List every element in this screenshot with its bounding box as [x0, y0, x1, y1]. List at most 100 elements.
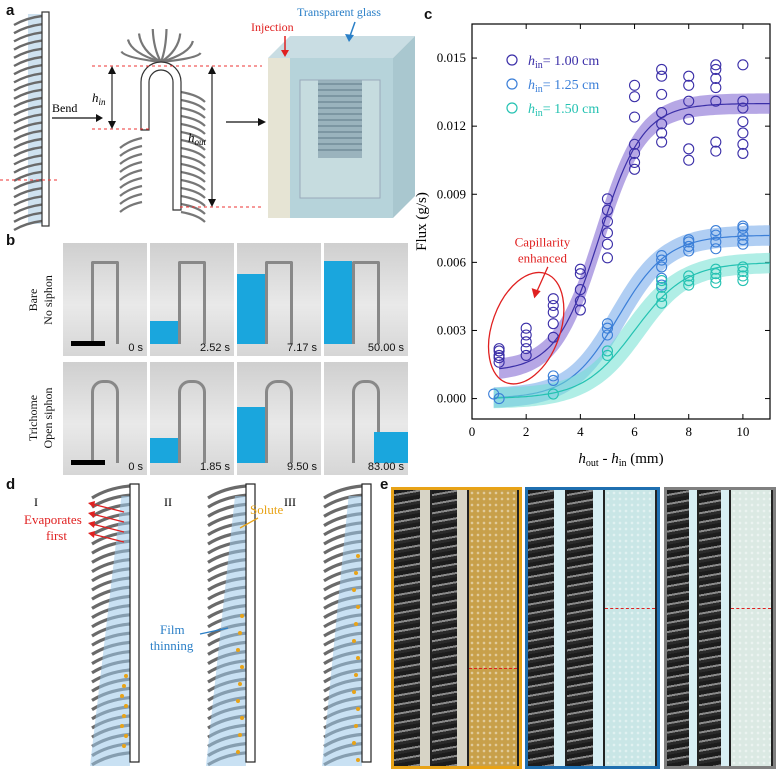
- data-point: [574, 263, 586, 275]
- data-point: [710, 229, 722, 241]
- photo-row1-frame1: 0 s: [63, 243, 147, 356]
- data-point: [737, 127, 749, 139]
- data-point: [656, 254, 668, 266]
- legend-marker-1: [506, 54, 518, 66]
- fit-line-3: [493, 262, 771, 399]
- data-point: [683, 240, 695, 253]
- data-point: [683, 270, 695, 282]
- evaporates-label-line2: first: [46, 528, 67, 543]
- evaporation-arrow-head-icon: [88, 531, 95, 538]
- solute-dot: [124, 704, 128, 708]
- data-point: [520, 322, 532, 334]
- data-point: [547, 299, 559, 312]
- solute-dot: [352, 588, 356, 592]
- data-point: [710, 236, 722, 248]
- time-label: 7.17 s: [287, 342, 317, 354]
- legend-label-1: hin= 1.00 cm: [528, 54, 599, 71]
- data-point: [737, 265, 749, 277]
- data-point: [683, 79, 695, 91]
- data-point: [683, 154, 695, 166]
- data-point: [547, 374, 559, 386]
- inner-hair: [119, 192, 143, 205]
- data-point: [601, 215, 614, 228]
- solute-dot: [122, 684, 126, 688]
- data-point: [493, 393, 505, 405]
- data-point: [656, 297, 668, 309]
- inner-hair: [119, 200, 143, 213]
- data-point: [547, 370, 559, 382]
- y-tick-label: 0.003: [437, 322, 466, 337]
- data-point: [656, 88, 668, 100]
- glass-slide: [361, 483, 372, 763]
- arrow-head-icon: [96, 114, 103, 122]
- outer-hair: [180, 114, 206, 127]
- data-point: [737, 238, 749, 250]
- time-label: 2.52 s: [200, 342, 230, 354]
- data-point: [628, 147, 641, 159]
- data-point: [656, 290, 668, 302]
- y-axis-label: Flux (g/s): [414, 192, 430, 251]
- trichome-hair: [13, 80, 43, 92]
- solute-dot: [352, 639, 356, 643]
- injection-label: Injection: [251, 20, 294, 34]
- water-fill: [237, 274, 265, 344]
- trichome-hair: [323, 493, 363, 509]
- plot-frame: [471, 23, 771, 420]
- data-point: [737, 270, 749, 282]
- data-point: [737, 261, 749, 273]
- glass-slide: [41, 11, 50, 227]
- glass-slide: [245, 483, 256, 763]
- trichome-hair: [13, 170, 43, 182]
- injection-layer: [268, 58, 290, 218]
- data-point: [601, 322, 614, 334]
- solute-dot: [352, 690, 356, 694]
- trichome-hair: [13, 129, 43, 141]
- glass-arrow-icon: [345, 34, 354, 42]
- u-channel: [265, 380, 293, 463]
- legend-label-3: hin= 1.50 cm: [528, 102, 599, 119]
- outer-hair: [180, 186, 206, 199]
- solute-dot: [122, 714, 126, 718]
- data-point: [737, 116, 749, 128]
- h-in-label: hin: [92, 90, 106, 107]
- front-line: [730, 608, 772, 610]
- data-point: [493, 343, 505, 355]
- arrow-icon: [258, 118, 266, 126]
- data-point: [628, 111, 641, 123]
- data-point: [710, 268, 722, 280]
- x-tick-label: 2: [523, 424, 530, 439]
- photo-row1-frame3: 7.17 s: [237, 243, 321, 356]
- water-film: [206, 496, 246, 766]
- photo-row2-frame2: 1.85 s: [150, 362, 234, 475]
- time-label: 1.85 s: [200, 461, 230, 473]
- row2-label: Trichome Open siphon: [26, 368, 56, 468]
- confidence-band-1: [499, 93, 770, 380]
- top-hair: [160, 52, 202, 64]
- data-point: [710, 145, 722, 157]
- outer-hair: [180, 210, 206, 223]
- scale-bar: [71, 460, 105, 465]
- inner-hair: [119, 168, 143, 181]
- legend-marker-2: [506, 78, 518, 90]
- data-point: [737, 95, 749, 107]
- trichome-hair: [207, 484, 247, 500]
- data-point: [493, 356, 505, 368]
- inner-hair: [119, 176, 143, 189]
- data-point: [601, 329, 614, 341]
- capillarity-label: Capillarity: [515, 234, 571, 249]
- data-point: [574, 284, 586, 296]
- outer-hair: [180, 162, 206, 175]
- data-point: [710, 59, 722, 71]
- solute-dot: [124, 674, 128, 678]
- data-point: [710, 272, 722, 284]
- capillarity-label-line2: enhanced: [518, 250, 568, 265]
- trichome-hair: [13, 55, 43, 68]
- data-point: [710, 136, 722, 148]
- trichome-hair: [13, 39, 43, 51]
- top-hair: [159, 28, 168, 63]
- microscopy-panel-2: [525, 487, 660, 769]
- trichome-hair: [91, 484, 131, 500]
- data-point: [656, 261, 668, 273]
- front-line: [469, 668, 518, 670]
- x-tick-label: 10: [736, 424, 749, 439]
